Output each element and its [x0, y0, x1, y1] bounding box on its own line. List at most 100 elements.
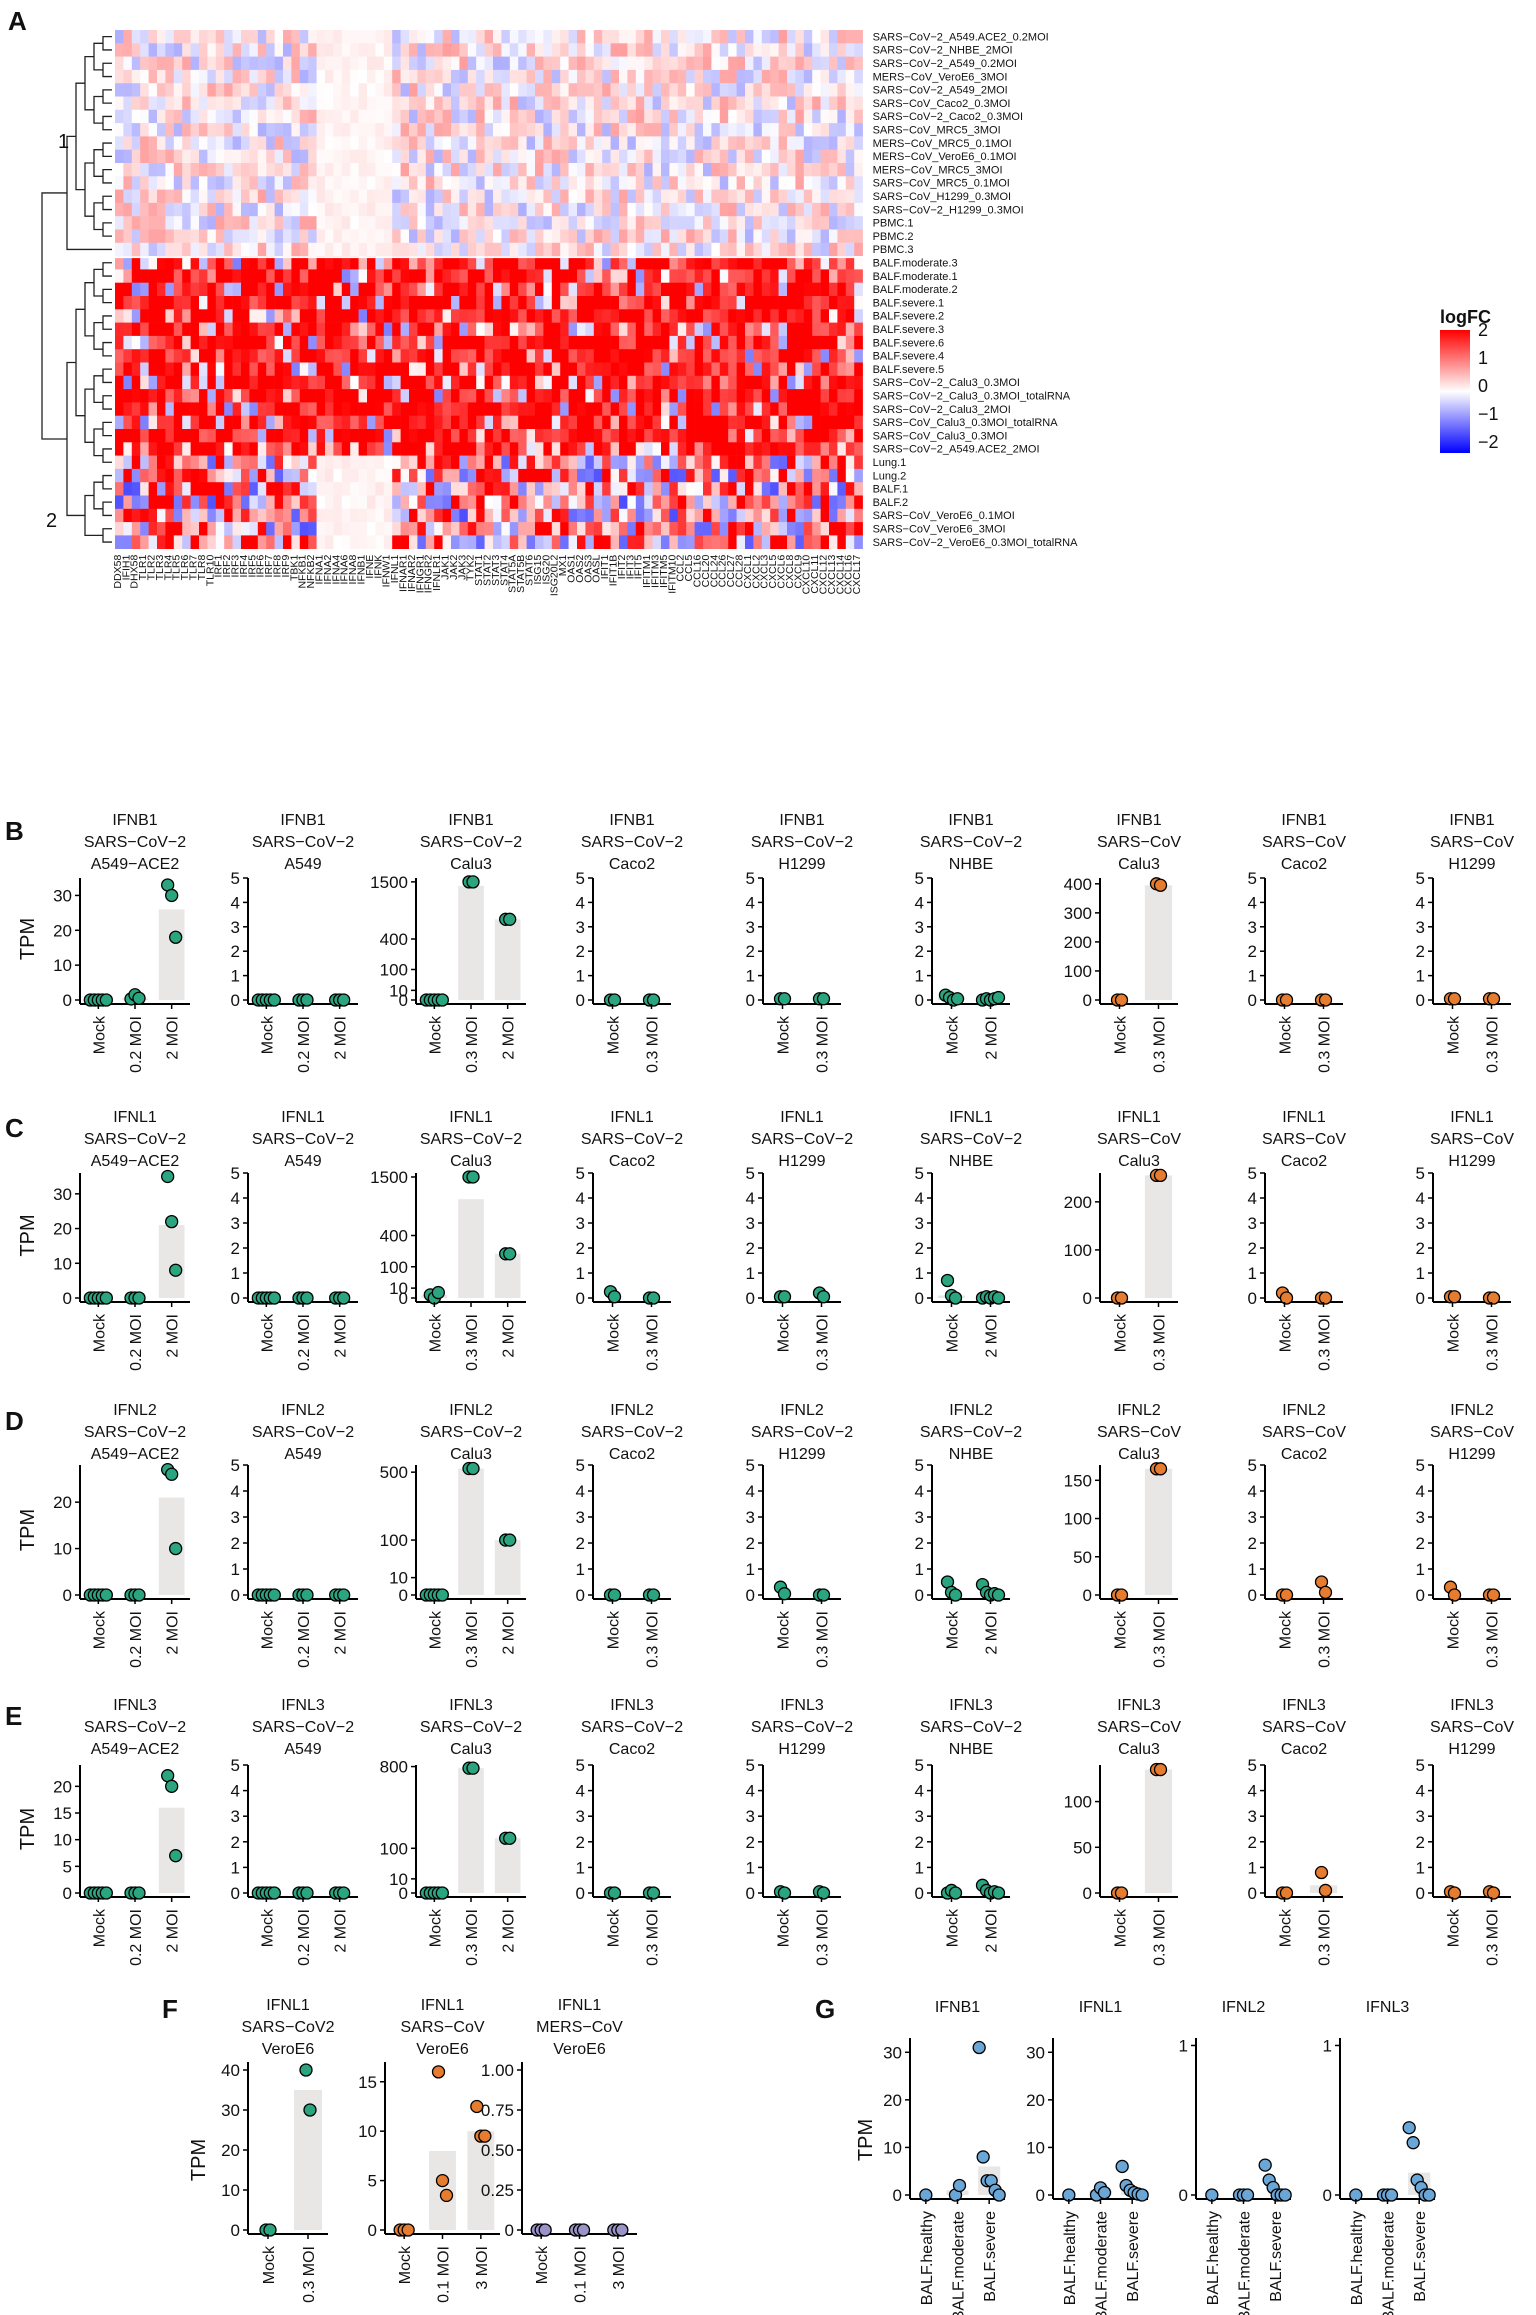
heatmap-cell: [829, 83, 838, 97]
heatmap-cell: [316, 349, 326, 363]
heatmap-cell: [266, 56, 275, 71]
heatmap-cell: [157, 149, 166, 164]
heatmap-cell: [543, 322, 553, 337]
subplot-title-line: VeroE6: [553, 2041, 606, 2058]
heatmap-cell: [803, 482, 813, 496]
y-tick-label: 5: [368, 2172, 377, 2191]
x-tick-label: 2 MOI: [333, 1909, 350, 1953]
heatmap-cell: [157, 96, 166, 111]
heatmap-row-label: MERS−CoV_VeroE6_3MOI: [873, 71, 1008, 83]
heatmap-cell: [232, 56, 242, 71]
y-tick-label: 10: [389, 1870, 408, 1889]
heatmap-cell: [493, 256, 502, 270]
heatmap-cell: [459, 522, 469, 536]
heatmap-cell: [325, 309, 334, 323]
heatmap-cell: [610, 522, 620, 536]
heatmap-cell: [686, 149, 695, 164]
heatmap-cell: [677, 43, 687, 57]
y-tick-label: 5: [746, 1756, 755, 1775]
y-tick-label: 10: [53, 1831, 72, 1850]
heatmap-cell: [635, 242, 645, 257]
heatmap-cell: [476, 402, 485, 416]
heatmap-cell: [518, 362, 527, 377]
heatmap-col-label: TLR5: [171, 555, 183, 581]
heatmap-cell: [249, 415, 259, 430]
heatmap-cell: [787, 189, 796, 204]
heatmap-panel: ASARS−CoV−2_A549.ACE2_0.2MOISARS−CoV−2_N…: [8, 6, 1499, 596]
heatmap-cell: [274, 30, 284, 44]
heatmap-cell: [677, 335, 687, 350]
heatmap-cell: [375, 229, 385, 244]
heatmap-cell: [274, 109, 284, 124]
heatmap-cell: [442, 429, 452, 443]
heatmap-cell: [182, 123, 191, 137]
heatmap-cell: [686, 43, 695, 57]
heatmap-cell: [593, 415, 603, 430]
heatmap-cell: [719, 442, 729, 456]
heatmap-cell: [459, 508, 469, 523]
heatmap-cell: [745, 163, 754, 177]
heatmap-cell: [829, 216, 838, 230]
heatmap-cell: [493, 83, 502, 97]
heatmap-cell: [812, 242, 821, 257]
heatmap-cell: [577, 482, 586, 496]
heatmap-cell: [703, 189, 712, 204]
heatmap-cell: [392, 242, 401, 257]
subplot-title-line: IFNL2: [1222, 1999, 1266, 2016]
heatmap-cell: [593, 216, 603, 230]
heatmap-cell: [316, 123, 326, 137]
y-tick-label: 10: [883, 2138, 902, 2157]
heatmap-cell: [451, 322, 460, 337]
heatmap-cell: [241, 282, 250, 297]
heatmap-cell: [854, 508, 863, 523]
heatmap-cell: [434, 269, 443, 283]
heatmap-cell: [257, 189, 267, 204]
heatmap-cell: [115, 149, 124, 164]
y-tick-label: 3: [1416, 1508, 1425, 1527]
heatmap-cell: [308, 202, 317, 217]
heatmap-cell: [551, 176, 561, 190]
heatmap-cell: [249, 176, 259, 190]
heatmap-cell: [165, 522, 175, 536]
heatmap-cell: [694, 136, 704, 150]
heatmap-cell: [812, 30, 821, 44]
heatmap-cell: [140, 56, 149, 71]
heatmap-cell: [451, 189, 460, 204]
heatmap-cell: [358, 402, 368, 416]
heatmap-cell: [467, 109, 477, 124]
heatmap-cell: [644, 256, 653, 270]
heatmap-cell: [787, 296, 796, 310]
heatmap-cell: [837, 149, 847, 164]
heatmap-cell: [652, 495, 662, 510]
heatmap-cell: [383, 389, 393, 403]
heatmap-cell: [115, 256, 124, 270]
subplot-title-line: A549: [284, 1153, 321, 1170]
heatmap-cell: [333, 256, 343, 270]
heatmap-cell: [778, 375, 788, 390]
heatmap-cell: [635, 256, 645, 270]
heatmap-cell: [173, 482, 183, 496]
heatmap-cell: [148, 256, 158, 270]
heatmap-cell: [434, 30, 443, 44]
heatmap-cell: [711, 415, 721, 430]
heatmap-cell: [677, 96, 687, 111]
heatmap-cell: [551, 69, 561, 84]
heatmap-cell: [703, 322, 712, 337]
heatmap-cell: [577, 455, 586, 470]
heatmap-cell: [283, 535, 292, 549]
data-point: [1153, 1462, 1168, 1476]
heatmap-cell: [619, 335, 628, 350]
heatmap-cell: [518, 176, 527, 190]
heatmap-cell: [459, 216, 469, 230]
heatmap-cell: [585, 30, 595, 44]
heatmap-cell: [249, 136, 259, 150]
heatmap-cell: [123, 149, 133, 164]
heatmap-cell: [383, 123, 393, 137]
heatmap-cell: [484, 202, 494, 217]
heatmap-cell: [257, 482, 267, 496]
heatmap-cell: [535, 296, 544, 310]
heatmap-cell: [467, 149, 477, 164]
heatmap-cell: [694, 96, 704, 111]
heatmap-cell: [812, 269, 821, 283]
heatmap-cell: [341, 96, 351, 111]
